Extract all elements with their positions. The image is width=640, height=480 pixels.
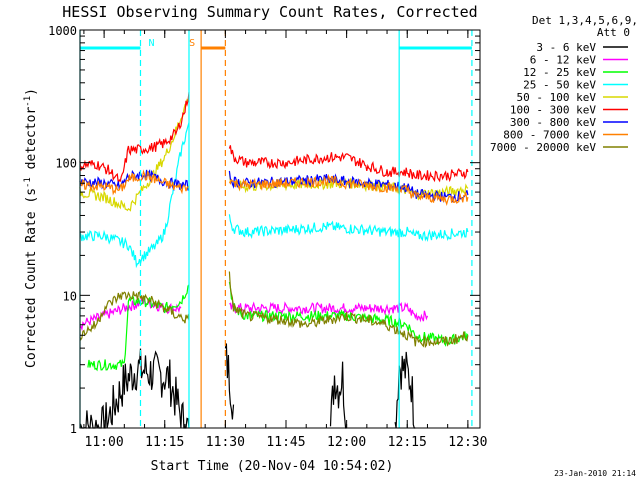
y-axis-label-sup2: -1 — [23, 96, 33, 107]
series-line-2-1 — [228, 281, 469, 347]
y-axis-label-sup1: -1 — [23, 177, 33, 188]
y-tick-label: 100 — [55, 157, 77, 171]
y-tick-label: 1000 — [48, 24, 77, 38]
series-line-1-1 — [229, 301, 429, 323]
legend-label: 3 - 6 keV — [536, 41, 596, 54]
series-800-7000-kev — [79, 169, 469, 207]
footer-timestamp: 23-Jan-2010 21:14 — [554, 469, 636, 478]
series-line-0-2 — [329, 361, 347, 429]
x-tick-label: 12:00 — [327, 435, 366, 450]
chart-title: HESSI Observing Summary Count Rates, Cor… — [62, 3, 477, 21]
series-line-0-1 — [224, 343, 235, 420]
series-line-7-1 — [228, 173, 469, 207]
y-axis-label-end: ) — [24, 88, 39, 96]
series-line-3-0 — [79, 122, 190, 269]
legend-label: 50 - 100 keV — [517, 91, 597, 104]
y-axis-label-mid: detector — [24, 107, 39, 178]
legend-label: 300 - 800 keV — [510, 116, 596, 129]
series-line-0-0 — [79, 348, 190, 429]
series-line-5-0 — [79, 92, 190, 184]
x-tick-label: 11:15 — [145, 435, 184, 450]
legend-header-line1: Det 1,3,4,5,6,9, — [532, 14, 638, 27]
plot-frame — [79, 29, 481, 429]
x-tick-label: 11:45 — [266, 435, 305, 450]
axes: 1 10 100 1000 11:00 11:15 11:30 11:45 12:00 12:15… — [48, 24, 487, 450]
series-line-7-0 — [79, 169, 190, 196]
series-3-6-kev — [79, 343, 416, 429]
series-line-0-3 — [394, 351, 416, 429]
legend-label: 800 - 7000 keV — [503, 129, 596, 142]
series-7000-20000-kev — [79, 271, 469, 349]
series-12-25-kev — [87, 281, 469, 372]
legend-header-line2: Att 0 — [597, 26, 630, 39]
legend-label: 25 - 50 keV — [523, 79, 596, 92]
interval-label-s: S — [189, 38, 195, 49]
legend-label: 100 - 300 keV — [510, 104, 596, 117]
series-line-2-0 — [87, 284, 190, 372]
y-tick-label: 1 — [70, 422, 77, 436]
legend-label: 7000 - 20000 keV — [490, 141, 596, 154]
x-tick-label: 11:30 — [206, 435, 245, 450]
x-tick-label: 12:15 — [388, 435, 427, 450]
series-line-4-0 — [79, 95, 190, 212]
interval-label-n: N — [148, 38, 154, 49]
series-line-8-0 — [79, 291, 190, 341]
y-axis-label-main: Corrected Count Rate (s — [24, 188, 39, 368]
series-line-5-1 — [228, 145, 469, 183]
series-layer — [79, 92, 469, 429]
x-axis-label: Start Time (20-Nov-04 10:54:02) — [151, 459, 394, 474]
series-line-8-1 — [228, 271, 469, 349]
series-25-50-kev — [79, 122, 469, 269]
x-tick-label: 12:30 — [448, 435, 487, 450]
legend-label: 12 - 25 keV — [523, 66, 596, 79]
series-line-3-1 — [228, 214, 469, 242]
y-tick-label: 10 — [63, 289, 77, 303]
series-100-300-kev — [79, 92, 469, 184]
legend-label: 6 - 12 keV — [530, 54, 597, 67]
y-axis-label: Corrected Count Rate (s-1 detector-1) — [23, 88, 39, 368]
x-tick-label: 11:00 — [85, 435, 124, 450]
